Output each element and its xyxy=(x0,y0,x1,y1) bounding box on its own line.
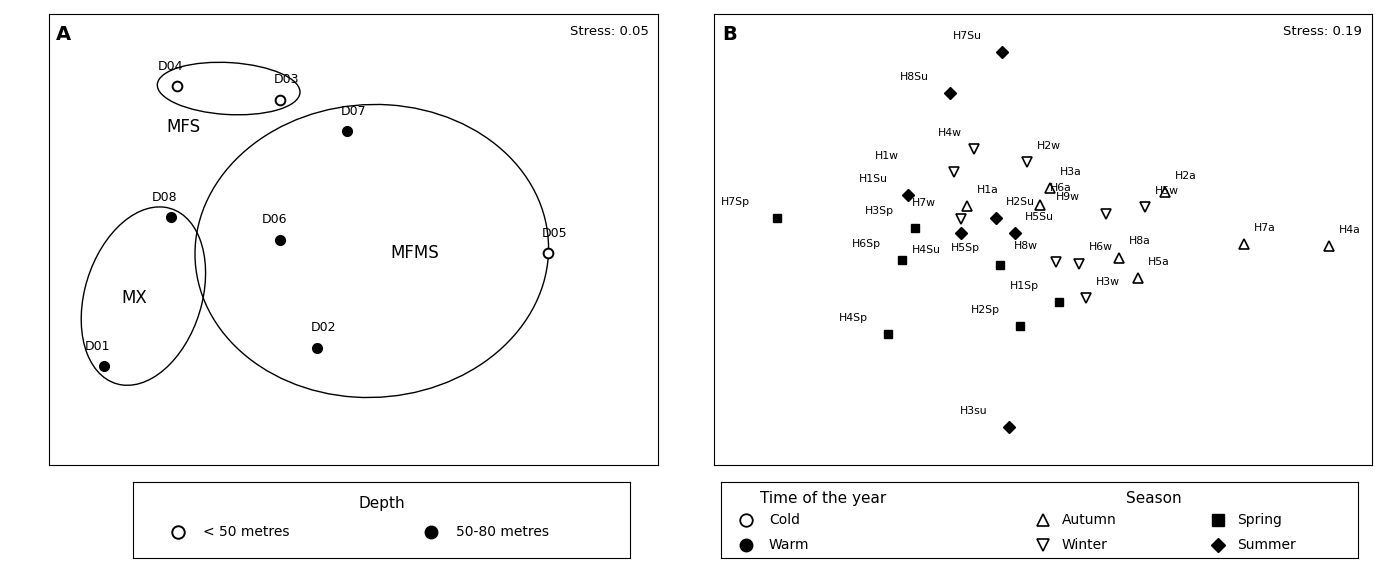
Text: H5w: H5w xyxy=(1155,186,1179,196)
Text: H7w: H7w xyxy=(911,198,935,208)
Text: Season: Season xyxy=(1127,491,1182,506)
Text: MX: MX xyxy=(122,289,147,307)
Text: Spring: Spring xyxy=(1238,513,1282,527)
Text: H4Sp: H4Sp xyxy=(839,313,868,323)
Text: H3su: H3su xyxy=(959,406,987,416)
Text: H6Sp: H6Sp xyxy=(853,239,882,249)
Text: H8Su: H8Su xyxy=(900,72,930,82)
Text: Autumn: Autumn xyxy=(1061,513,1117,527)
Text: D02: D02 xyxy=(311,321,336,334)
Text: H6w: H6w xyxy=(1089,243,1113,252)
Text: MFMS: MFMS xyxy=(391,244,438,262)
Text: MFS: MFS xyxy=(167,118,200,136)
Text: Depth: Depth xyxy=(358,496,405,511)
Text: D04: D04 xyxy=(158,60,183,73)
Text: H5a: H5a xyxy=(1148,257,1170,267)
Text: D03: D03 xyxy=(274,73,300,86)
Text: Warm: Warm xyxy=(769,537,809,552)
Text: H2Su: H2Su xyxy=(1005,197,1035,207)
Text: H2a: H2a xyxy=(1175,171,1197,181)
Text: B: B xyxy=(722,25,736,45)
Text: H8w: H8w xyxy=(1014,241,1037,251)
Text: Summer: Summer xyxy=(1238,537,1296,552)
Text: Cold: Cold xyxy=(769,513,799,527)
Text: H1a: H1a xyxy=(977,184,1000,195)
Text: < 50 metres: < 50 metres xyxy=(203,525,288,539)
Text: H6a: H6a xyxy=(1050,183,1071,193)
Text: D01: D01 xyxy=(85,340,111,352)
Text: H7Sp: H7Sp xyxy=(721,197,750,207)
Text: D05: D05 xyxy=(542,227,567,240)
Text: H7a: H7a xyxy=(1253,223,1275,233)
Text: H3a: H3a xyxy=(1060,166,1081,177)
Text: H7Su: H7Su xyxy=(953,31,981,41)
Text: D06: D06 xyxy=(262,213,287,226)
Text: H8a: H8a xyxy=(1128,236,1151,246)
Text: H1w: H1w xyxy=(875,151,899,161)
Text: H3w: H3w xyxy=(1096,277,1120,287)
Text: D08: D08 xyxy=(151,191,178,204)
Text: H3Sp: H3Sp xyxy=(865,206,895,216)
Text: A: A xyxy=(56,25,71,45)
Text: H2Sp: H2Sp xyxy=(970,305,1000,315)
Text: Stress: 0.05: Stress: 0.05 xyxy=(570,25,648,38)
Text: Winter: Winter xyxy=(1061,537,1107,552)
Text: H1Su: H1Su xyxy=(858,174,888,184)
Text: H4Su: H4Su xyxy=(911,245,941,254)
Text: H2w: H2w xyxy=(1036,141,1060,151)
Text: H5Su: H5Su xyxy=(1025,212,1054,222)
Text: H1Sp: H1Sp xyxy=(1011,281,1039,290)
Text: Stress: 0.19: Stress: 0.19 xyxy=(1284,25,1362,38)
Text: 50-80 metres: 50-80 metres xyxy=(456,525,549,539)
Text: H4w: H4w xyxy=(938,128,962,138)
Text: Time of the year: Time of the year xyxy=(760,491,886,506)
Text: H9w: H9w xyxy=(1056,192,1081,202)
Text: D07: D07 xyxy=(340,105,367,118)
Text: H5Sp: H5Sp xyxy=(951,243,980,253)
Text: H4a: H4a xyxy=(1338,225,1361,235)
